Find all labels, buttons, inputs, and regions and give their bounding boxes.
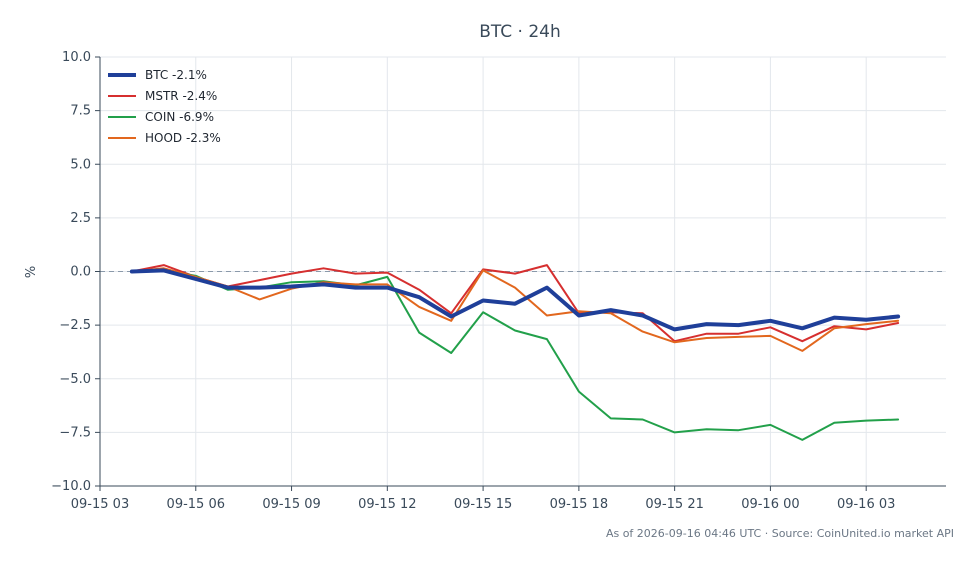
- legend-label-mstr: MSTR -2.4%: [145, 89, 217, 103]
- x-tick-label: 09-16 00: [741, 497, 799, 512]
- x-tick-label: 09-15 12: [358, 497, 416, 512]
- y-tick-label: −2.5: [59, 318, 91, 333]
- series-line-mstr: [130, 264, 900, 343]
- chart-title: BTC · 24h: [479, 22, 561, 42]
- y-tick-label: −5.0: [59, 372, 91, 387]
- x-tick-label: 09-15 15: [454, 497, 512, 512]
- legend-label-hood: HOOD -2.3%: [145, 131, 221, 145]
- x-tick-label: 09-15 21: [645, 497, 703, 512]
- legend-label-coin: COIN -6.9%: [145, 110, 214, 124]
- y-axis-label: %: [24, 266, 39, 278]
- series-layer: [129, 264, 901, 441]
- series-line-hood: [130, 267, 900, 352]
- x-tick-label: 09-15 06: [167, 497, 225, 512]
- legend-label-btc: BTC -2.1%: [145, 68, 207, 82]
- x-tick-label: 09-15 18: [550, 497, 608, 512]
- y-tick-label: 10.0: [62, 50, 91, 65]
- y-tick-label: 0.0: [70, 265, 91, 280]
- series-line-btc: [129, 268, 901, 332]
- x-tick-label: 09-15 03: [71, 497, 129, 512]
- y-tick-label: −10.0: [51, 479, 91, 494]
- x-tick-label: 09-16 03: [837, 497, 895, 512]
- y-tick-label: −7.5: [59, 425, 91, 440]
- y-tick-label: 2.5: [70, 211, 91, 226]
- footer-source-note: As of 2026-09-16 04:46 UTC · Source: Coi…: [606, 527, 954, 540]
- series-line-coin: [130, 269, 900, 441]
- y-tick-label: 7.5: [70, 104, 91, 119]
- y-tick-label: 5.0: [70, 157, 91, 172]
- axes-layer: 10.0 7.5 5.0 2.5 0.0 −2.5 −5.0 −7.5 −10.0 09-15 0…: [51, 50, 946, 512]
- legend: BTC -2.1% MSTR -2.4% COIN -6.9% HOOD -2.3%: [108, 68, 221, 145]
- x-tick-label: 09-15 09: [262, 497, 320, 512]
